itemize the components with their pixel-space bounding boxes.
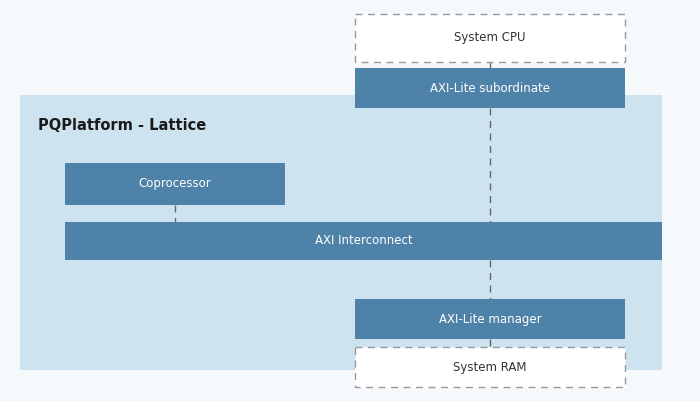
Bar [355, 299, 625, 339]
Bar [20, 95, 662, 370]
Text: AXI-Lite manager: AXI-Lite manager [439, 312, 541, 326]
Bar [355, 68, 625, 108]
Bar [355, 347, 625, 387]
Text: System RAM: System RAM [454, 360, 526, 373]
Text: System CPU: System CPU [454, 32, 526, 45]
Bar [355, 14, 625, 62]
Text: AXI-Lite subordinate: AXI-Lite subordinate [430, 81, 550, 95]
Bar [65, 163, 285, 205]
Text: PQPlatform - Lattice: PQPlatform - Lattice [38, 118, 206, 133]
Text: AXI Interconnect: AXI Interconnect [315, 235, 412, 247]
Bar [65, 222, 662, 260]
Text: Coprocessor: Coprocessor [139, 178, 211, 190]
